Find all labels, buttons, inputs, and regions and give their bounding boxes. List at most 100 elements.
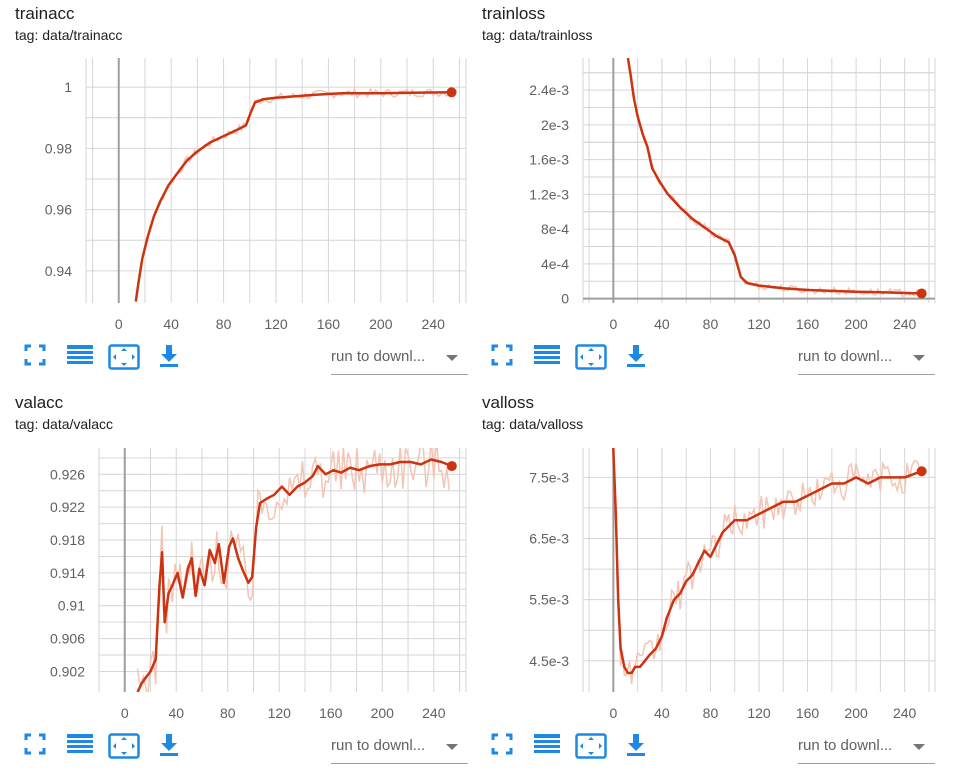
- x-tick-label: 0: [609, 705, 617, 721]
- y-tick-label: 0.906: [50, 631, 85, 647]
- chart-toolbar: run to downl...: [20, 729, 470, 769]
- y-tick-label: 0.922: [50, 499, 85, 515]
- download-button[interactable]: [158, 344, 192, 374]
- x-tick-label: 80: [216, 316, 232, 332]
- fit-domain-button[interactable]: [108, 733, 142, 763]
- grid: [582, 58, 936, 303]
- chevron-down-icon: [913, 355, 925, 361]
- fit-domain-icon: [575, 733, 607, 763]
- y-tick-label: 0: [561, 291, 569, 307]
- download-button[interactable]: [158, 733, 192, 763]
- fit-domain-button[interactable]: [575, 344, 609, 374]
- y-tick-label: 4e-4: [541, 256, 569, 272]
- y-tick-label: 1.2e-3: [529, 186, 569, 202]
- download-icon: [158, 734, 180, 761]
- y-tick-label: 0.918: [50, 532, 85, 548]
- x-tick-label: 160: [796, 705, 820, 721]
- x-tick-label: 40: [163, 316, 179, 332]
- smoothed-series-line: [612, 448, 923, 675]
- fullscreen-icon: [24, 733, 46, 759]
- x-tick-label: 200: [844, 705, 868, 721]
- y-tick-label: 4.5e-3: [529, 653, 569, 669]
- chart-toolbar: run to downl...: [487, 729, 937, 769]
- x-tick-label: 120: [747, 705, 771, 721]
- fit-domain-icon: [575, 344, 607, 374]
- x-tick-label: 40: [168, 705, 184, 721]
- data-table-icon: [66, 734, 94, 759]
- raw-series-line: [136, 448, 451, 692]
- fullscreen-button[interactable]: [24, 733, 58, 763]
- x-tick-label: 160: [319, 705, 343, 721]
- run-download-select[interactable]: run to downl...: [798, 731, 935, 764]
- y-tick-label: 1: [64, 79, 72, 95]
- data-table-button[interactable]: [66, 733, 100, 763]
- y-tick-label: 1.6e-3: [529, 152, 569, 168]
- fullscreen-button[interactable]: [491, 344, 525, 374]
- run-download-select[interactable]: run to downl...: [331, 731, 468, 764]
- x-tick-label: 200: [371, 705, 395, 721]
- chart-card-trainacc: trainacc tag: data/trainacc 0 40 80 120 160 2…: [0, 0, 470, 385]
- fullscreen-icon: [491, 344, 513, 370]
- chart-toolbar: run to downl...: [20, 340, 470, 380]
- x-tick-label: 0: [115, 316, 123, 332]
- chart-tag: tag: data/trainloss: [482, 27, 593, 43]
- series-end-point: [446, 461, 457, 472]
- series-end-point: [916, 466, 927, 477]
- x-tick-label: 120: [264, 316, 288, 332]
- x-tick-label: 120: [268, 705, 292, 721]
- data-table-button[interactable]: [533, 344, 567, 374]
- chart-card-trainloss: trainloss tag: data/trainloss 0 40 80 120 16…: [467, 0, 937, 385]
- chart-title: valloss: [482, 393, 534, 412]
- fullscreen-button[interactable]: [491, 733, 525, 763]
- y-tick-label: 2.4e-3: [529, 82, 569, 98]
- y-tick-label: 0.98: [45, 140, 72, 156]
- raw-series-line: [135, 87, 450, 302]
- chart-title: trainacc: [15, 4, 75, 23]
- chart-plot[interactable]: 0 40 80 120 160 200 240 0 4e-4 8e-4 1.2e-3 1.6e-3 2e…: [467, 0, 937, 340]
- run-download-select[interactable]: run to downl...: [331, 342, 468, 375]
- fullscreen-button[interactable]: [24, 344, 58, 374]
- x-tick-label: 0: [609, 316, 617, 332]
- chart-plot[interactable]: 0 40 80 120 160 200 240 0.94 0.96 0.98 1: [0, 0, 470, 340]
- series-end-point: [446, 87, 457, 98]
- download-button[interactable]: [625, 733, 659, 763]
- run-select-label: run to downl...: [331, 348, 426, 365]
- grid: [98, 448, 467, 692]
- chart-tag: tag: data/trainacc: [15, 27, 123, 43]
- x-tick-label: 80: [703, 705, 719, 721]
- fit-domain-button[interactable]: [575, 733, 609, 763]
- x-tick-label: 160: [317, 316, 341, 332]
- chart-plot[interactable]: 0 40 80 120 160 200 240 0.902 0.906 0.91 0.914 0.91…: [0, 389, 470, 729]
- y-tick-label: 6.5e-3: [529, 531, 569, 547]
- x-tick-label: 40: [654, 316, 670, 332]
- x-tick-label: 240: [422, 705, 446, 721]
- download-button[interactable]: [625, 344, 659, 374]
- data-table-icon: [533, 734, 561, 759]
- chart-plot[interactable]: 0 40 80 120 160 200 240 4.5e-3 5.5e-3 6.5e-3 7.5e-…: [467, 389, 937, 729]
- run-select-label: run to downl...: [798, 348, 893, 365]
- y-tick-label: 0.902: [50, 663, 85, 679]
- x-tick-label: 200: [369, 316, 393, 332]
- chart-card-valacc: valacc tag: data/valacc 0 40 80 120 160 200 24…: [0, 389, 470, 774]
- data-table-icon: [533, 345, 561, 370]
- y-tick-label: 0.914: [50, 565, 85, 581]
- fullscreen-icon: [24, 344, 46, 370]
- chevron-down-icon: [913, 744, 925, 750]
- y-tick-label: 7.5e-3: [529, 469, 569, 485]
- data-table-button[interactable]: [533, 733, 567, 763]
- fit-domain-button[interactable]: [108, 344, 142, 374]
- grid: [582, 448, 936, 692]
- download-icon: [158, 345, 180, 372]
- smoothed-series-line: [134, 91, 452, 302]
- x-tick-label: 120: [747, 316, 771, 332]
- run-download-select[interactable]: run to downl...: [798, 342, 935, 375]
- fit-domain-icon: [108, 344, 140, 374]
- chart-tag: tag: data/valacc: [15, 416, 114, 432]
- series-end-point: [916, 288, 927, 299]
- chart-tag: tag: data/valloss: [482, 416, 584, 432]
- chart-title: trainloss: [482, 4, 546, 23]
- data-table-button[interactable]: [66, 344, 100, 374]
- x-tick-label: 80: [703, 316, 719, 332]
- x-tick-label: 240: [893, 705, 917, 721]
- chevron-down-icon: [446, 355, 458, 361]
